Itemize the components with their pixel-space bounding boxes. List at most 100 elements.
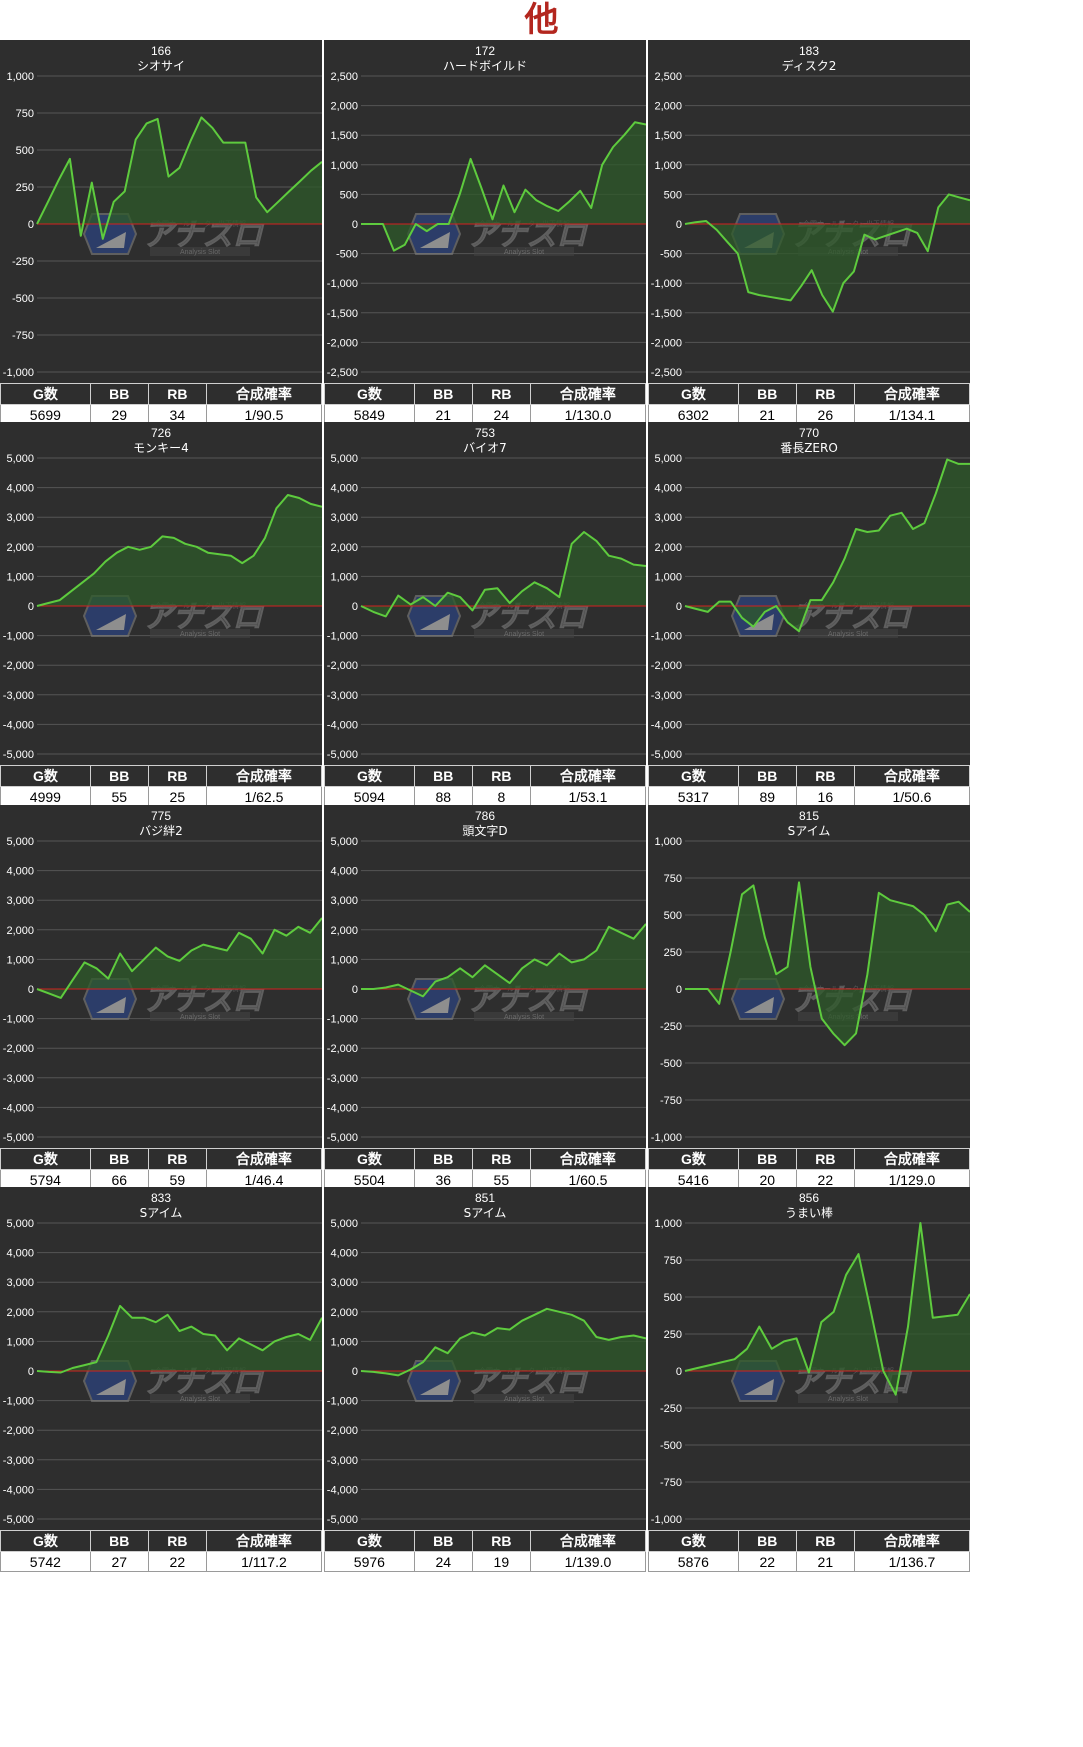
table-cell: 22 bbox=[795, 1169, 855, 1190]
area-fill bbox=[685, 1223, 970, 1395]
table-header: RB bbox=[471, 383, 531, 405]
series-line bbox=[36, 1304, 322, 1374]
y-tick-label: 2,000 bbox=[654, 101, 682, 113]
y-tick-label: 4,000 bbox=[6, 483, 34, 495]
table-header: RB bbox=[795, 1148, 855, 1170]
table-header: BB bbox=[737, 1530, 797, 1552]
area-fill bbox=[37, 1305, 322, 1373]
y-tick-label: -5,000 bbox=[3, 749, 34, 761]
y-tick-label: -2,000 bbox=[651, 660, 682, 672]
y-tick-label: 1,000 bbox=[330, 160, 358, 172]
series-line bbox=[684, 193, 970, 313]
y-tick-label: -3,000 bbox=[327, 1073, 358, 1085]
table-header: 合成確率 bbox=[205, 383, 323, 405]
machine-name: Sアイム bbox=[464, 1206, 507, 1220]
y-tick-label: 1,000 bbox=[330, 1336, 358, 1348]
y-tick-label: 5,000 bbox=[6, 1218, 34, 1230]
y-tick-label: -500 bbox=[12, 293, 34, 305]
table-header: G数 bbox=[648, 383, 739, 405]
y-tick-label: 4,000 bbox=[330, 483, 358, 495]
table-header: 合成確率 bbox=[205, 1148, 323, 1170]
table-cell: 1/136.7 bbox=[853, 1551, 971, 1572]
y-tick-label: -750 bbox=[660, 1477, 682, 1489]
table-header: G数 bbox=[0, 765, 91, 787]
y-tick-label: 1,000 bbox=[330, 954, 358, 966]
table-header: RB bbox=[147, 383, 207, 405]
y-tick-label: -4,000 bbox=[3, 1484, 34, 1496]
y-tick-label: -500 bbox=[336, 249, 358, 261]
series-line bbox=[684, 458, 970, 633]
svg-text:Analysis Slot: Analysis Slot bbox=[180, 631, 220, 638]
page-title: 他 bbox=[524, 0, 559, 40]
y-tick-label: -3,000 bbox=[3, 1073, 34, 1085]
y-tick-label: -250 bbox=[12, 256, 34, 268]
table-cell: 1/139.0 bbox=[529, 1551, 647, 1572]
table-header: G数 bbox=[324, 383, 415, 405]
y-tick-label: 1,000 bbox=[330, 571, 358, 583]
y-tick-label: -2,000 bbox=[3, 1043, 34, 1055]
table-header: 合成確率 bbox=[205, 765, 323, 787]
stats-table: G数 BB RB 合成確率 6302 21 26 1/134.1 bbox=[648, 383, 971, 425]
y-tick-label: 750 bbox=[664, 873, 682, 885]
table-cell: 1/50.6 bbox=[853, 786, 971, 807]
machine-name: うまい棒 bbox=[785, 1206, 833, 1220]
table-header: BB bbox=[737, 1148, 797, 1170]
y-tick-label: -1,000 bbox=[3, 1396, 34, 1408]
y-tick-label: 1,500 bbox=[654, 130, 682, 142]
y-tick-label: -1,000 bbox=[651, 1132, 682, 1144]
y-tick-label: 2,000 bbox=[654, 542, 682, 554]
machine-number: 770 bbox=[799, 426, 819, 440]
machine-name: 頭文字D bbox=[462, 823, 507, 838]
table-header: 合成確率 bbox=[529, 1148, 647, 1170]
stats-table: G数 BB RB 合成確率 5876 22 21 1/136.7 bbox=[648, 1530, 971, 1572]
y-tick-label: 1,000 bbox=[6, 1336, 34, 1348]
y-tick-label: -2,000 bbox=[3, 1425, 34, 1437]
y-tick-label: 0 bbox=[676, 219, 682, 231]
y-tick-label: 2,000 bbox=[330, 101, 358, 113]
area-fill bbox=[685, 882, 970, 1046]
y-tick-label: 0 bbox=[28, 219, 34, 231]
y-tick-label: 2,000 bbox=[6, 1307, 34, 1319]
table-cell: 1/53.1 bbox=[529, 786, 647, 807]
y-tick-label: -3,000 bbox=[327, 1455, 358, 1467]
y-tick-label: -3,000 bbox=[3, 690, 34, 702]
y-tick-label: 1,000 bbox=[654, 1218, 682, 1230]
machine-name: Sアイム bbox=[140, 1206, 183, 1220]
table-cell: 36 bbox=[413, 1169, 473, 1190]
y-tick-label: 500 bbox=[16, 145, 34, 157]
y-tick-label: 3,000 bbox=[330, 512, 358, 524]
chart-card: 815 Sアイム 1,000 750 500 250 0 -250 -500 -750 -1,000… bbox=[648, 805, 971, 1190]
machine-name: バイオ7 bbox=[463, 441, 507, 455]
table-cell: 6302 bbox=[648, 404, 739, 425]
stats-table: G数 BB RB 合成確率 5504 36 55 1/60.5 bbox=[324, 1148, 647, 1190]
series-line bbox=[685, 881, 970, 1047]
table-cell: 5742 bbox=[0, 1551, 91, 1572]
table-cell: 88 bbox=[413, 786, 473, 807]
y-tick-label: 0 bbox=[352, 219, 358, 231]
y-tick-label: -1,000 bbox=[327, 1396, 358, 1408]
y-tick-label: 0 bbox=[676, 601, 682, 613]
y-tick-label: -1,500 bbox=[327, 308, 358, 320]
table-header: RB bbox=[795, 765, 855, 787]
table-header: G数 bbox=[648, 1148, 739, 1170]
table-header: RB bbox=[471, 1148, 531, 1170]
area-fill bbox=[361, 532, 646, 617]
y-tick-label: 3,000 bbox=[6, 512, 34, 524]
y-tick-label: 4,000 bbox=[330, 866, 358, 878]
table-header: BB bbox=[737, 383, 797, 405]
table-cell: 24 bbox=[471, 404, 531, 425]
table-header: G数 bbox=[0, 383, 91, 405]
chart-card: 833 Sアイム 5,000 4,000 3,000 2,000 1,000 0 -1,000 -… bbox=[0, 1187, 323, 1572]
machine-number: 815 bbox=[799, 809, 819, 823]
chart-card: 856 うまい棒 1,000 750 500 250 0 -250 -500 -750 -1,000… bbox=[648, 1187, 971, 1572]
table-cell: 5094 bbox=[324, 786, 415, 807]
series-line bbox=[36, 494, 322, 607]
table-cell: 34 bbox=[147, 404, 207, 425]
machine-number: 726 bbox=[151, 426, 171, 440]
series-line bbox=[361, 923, 646, 998]
table-header: BB bbox=[89, 1530, 149, 1552]
